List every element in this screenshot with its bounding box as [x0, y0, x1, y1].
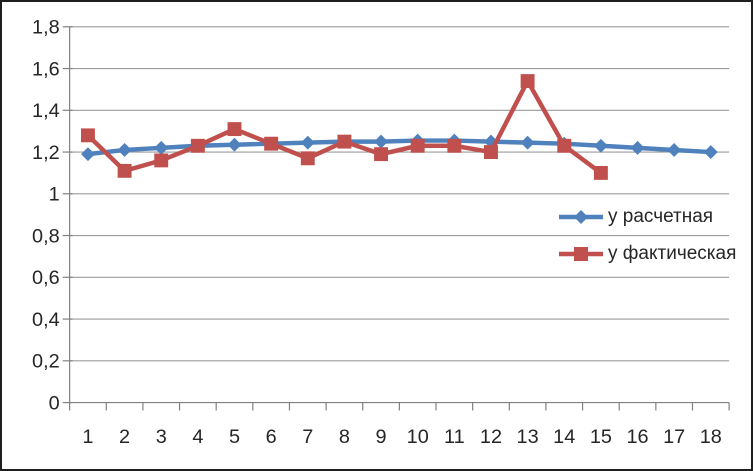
svg-text:7: 7: [302, 426, 313, 448]
svg-text:10: 10: [407, 426, 429, 448]
svg-text:0: 0: [49, 393, 60, 415]
svg-text:17: 17: [663, 426, 685, 448]
svg-text:9: 9: [376, 426, 387, 448]
svg-text:15: 15: [590, 426, 612, 448]
svg-text:12: 12: [480, 426, 502, 448]
svg-text:3: 3: [156, 426, 167, 448]
svg-text:8: 8: [339, 426, 350, 448]
svg-text:11: 11: [444, 426, 465, 448]
svg-text:2: 2: [119, 426, 130, 448]
legend: у расчетная у фактическая: [558, 204, 736, 278]
svg-text:13: 13: [517, 426, 539, 448]
svg-text:1,4: 1,4: [32, 100, 60, 122]
svg-text:0,8: 0,8: [32, 226, 60, 248]
svg-text:1: 1: [49, 184, 60, 206]
svg-text:1: 1: [82, 426, 93, 448]
legend-label-actual: у фактическая: [608, 243, 737, 264]
svg-text:1,6: 1,6: [32, 59, 60, 81]
legend-item-calculated: у расчетная: [558, 204, 736, 230]
legend-item-actual: у фактическая: [558, 241, 736, 267]
svg-text:6: 6: [266, 426, 277, 448]
svg-text:0,2: 0,2: [32, 351, 60, 373]
svg-text:0,6: 0,6: [32, 267, 60, 289]
svg-text:16: 16: [626, 426, 648, 448]
svg-text:14: 14: [553, 426, 575, 448]
legend-label-calculated: у расчетная: [608, 206, 714, 227]
svg-text:1,8: 1,8: [32, 17, 60, 39]
svg-text:4: 4: [192, 426, 203, 448]
svg-text:5: 5: [229, 426, 240, 448]
svg-text:0,4: 0,4: [32, 309, 60, 331]
svg-text:18: 18: [700, 426, 722, 448]
svg-text:1,2: 1,2: [32, 142, 60, 164]
legend-line-square-icon: [559, 247, 603, 261]
legend-line-diamond-icon: [559, 210, 603, 224]
